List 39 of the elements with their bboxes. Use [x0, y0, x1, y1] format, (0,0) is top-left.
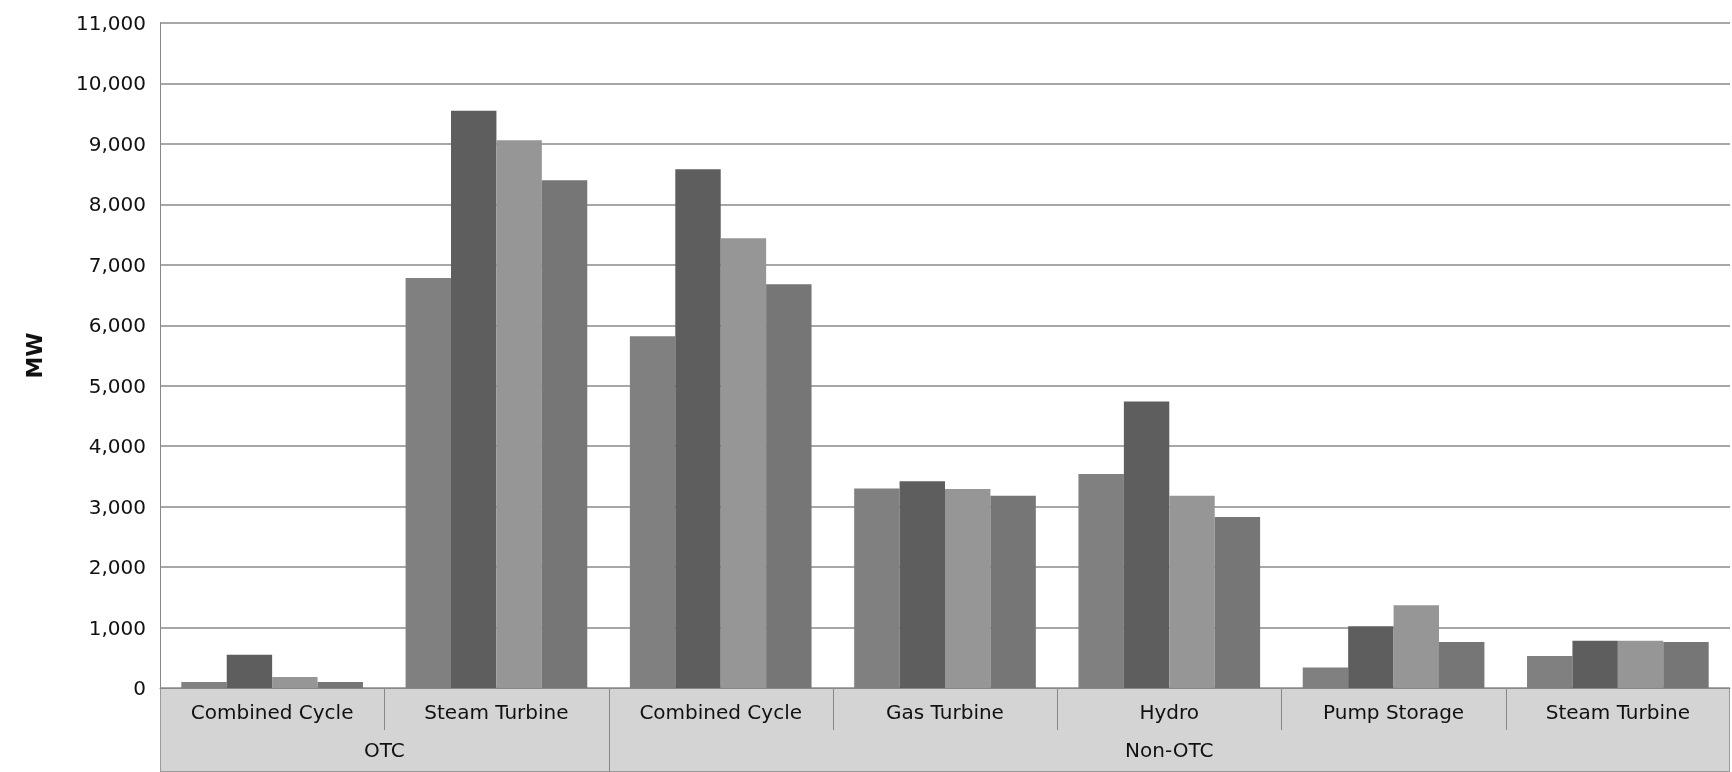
y-tick-label: 10,000 [76, 71, 146, 96]
bar [1617, 640, 1664, 688]
bar [226, 654, 273, 688]
y-tick-label: 9,000 [88, 131, 146, 156]
bar [766, 284, 812, 688]
bar [1123, 401, 1170, 688]
y-tick-label: 8,000 [88, 192, 146, 217]
text: OTC [362, 738, 406, 762]
x-tick-label: Gas Turbine [886, 700, 1004, 724]
x-tick-label: Combined Cycle [190, 700, 354, 724]
y-tick-label: 2,000 [88, 555, 146, 580]
y-tick-label: 11,000 [76, 11, 146, 35]
bar [945, 489, 991, 688]
y-tick-label: 6,000 [88, 313, 146, 338]
y-tick-label: 3,000 [88, 494, 146, 519]
text: Non-OTC [1124, 738, 1215, 762]
x-tick-label: Steam Turbine [1545, 700, 1690, 724]
bar [1663, 642, 1709, 688]
bar [272, 677, 318, 688]
x-tick-label: Hydro [1139, 700, 1200, 724]
y-tick-label: 0 [133, 676, 146, 700]
bar [317, 681, 363, 688]
bar [1214, 516, 1261, 688]
y-axis-title: MW [21, 332, 47, 379]
y-tick-label: 7,000 [88, 252, 146, 277]
y-tick-label: 4,000 [88, 434, 146, 459]
y-tick-label: 1,000 [88, 615, 146, 640]
bar [899, 481, 945, 688]
bar [1438, 642, 1485, 688]
x-tick-label: Combined Cycle [639, 700, 803, 724]
bar [1572, 640, 1618, 688]
bar [675, 169, 721, 688]
bar [541, 180, 588, 688]
bar [451, 110, 497, 688]
bar [1348, 626, 1394, 688]
bar [990, 495, 1036, 688]
y-tick-label: 5,000 [88, 373, 146, 398]
x-tick-label: Steam Turbine [424, 700, 569, 724]
x-tick-label: Pump Storage [1322, 700, 1465, 724]
